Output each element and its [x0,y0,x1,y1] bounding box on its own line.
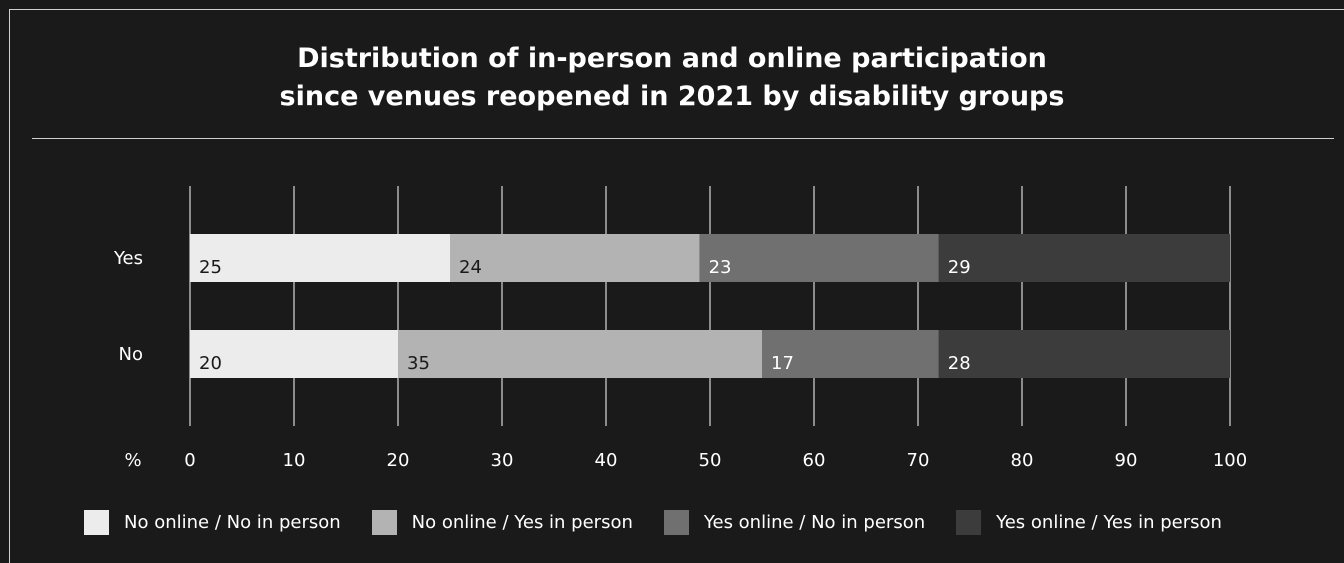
data-label: 25 [199,257,222,278]
gridlines [189,186,1231,426]
legend-swatch [371,510,397,535]
chart-title-line-2: since venues reopened in 2021 by disabil… [279,81,1065,112]
chart-title-line-1: Distribution of in-person and online par… [297,43,1047,74]
legend-label: Yes online / Yes in person [996,512,1222,533]
legend-label: Yes online / No in person [703,512,926,533]
bar-segment [762,330,939,378]
chart-frame [9,9,1344,563]
legend-swatch [956,510,982,535]
legend-swatch [663,510,689,535]
x-tick-label: 10 [283,450,306,471]
x-axis-ticks: 0 10 20 30 40 50 60 70 80 90 100 [184,450,1247,471]
legend-item: No online / No in person [84,510,341,535]
data-labels: 25 24 23 29 20 35 17 28 [199,257,971,374]
data-label: 35 [407,353,430,374]
x-tick-label: 50 [699,450,722,471]
category-label: Yes [113,248,143,269]
legend-item: Yes online / No in person [663,510,926,535]
title-divider [32,138,1334,139]
bar-segment [398,330,762,378]
x-tick-label: 40 [595,450,618,471]
data-label: 20 [199,353,222,374]
x-tick-label: 30 [491,450,514,471]
category-label: No [119,344,143,365]
x-tick-label: 70 [907,450,930,471]
x-tick-label: 0 [184,450,195,471]
x-tick-label: 20 [387,450,410,471]
bar-segment [699,234,939,282]
data-label: 29 [948,257,971,278]
legend-swatch [84,510,109,535]
chart-title: Distribution of in-person and online par… [0,40,1344,116]
data-label: 24 [459,257,482,278]
data-label: 28 [948,353,971,374]
x-tick-label: 100 [1213,450,1247,471]
data-label: 17 [771,353,794,374]
legend-label: No online / Yes in person [411,512,633,533]
x-axis-unit-label: % [124,450,141,471]
x-tick-label: 60 [803,450,826,471]
data-label: 23 [709,257,732,278]
bar-segment [450,234,700,282]
legend: No online / No in person No online / Yes … [84,510,1222,535]
bar-segment [938,330,1230,378]
x-tick-label: 90 [1115,450,1138,471]
bar-segments [190,234,1230,378]
bar-segment [190,330,398,378]
category-labels: Yes No [113,248,143,365]
legend-item: Yes online / Yes in person [956,510,1222,535]
legend-item: No online / Yes in person [371,510,633,535]
legend-label: No online / No in person [124,512,341,533]
x-tick-label: 80 [1011,450,1034,471]
bar-segment [938,234,1230,282]
bar-segment [190,234,450,282]
